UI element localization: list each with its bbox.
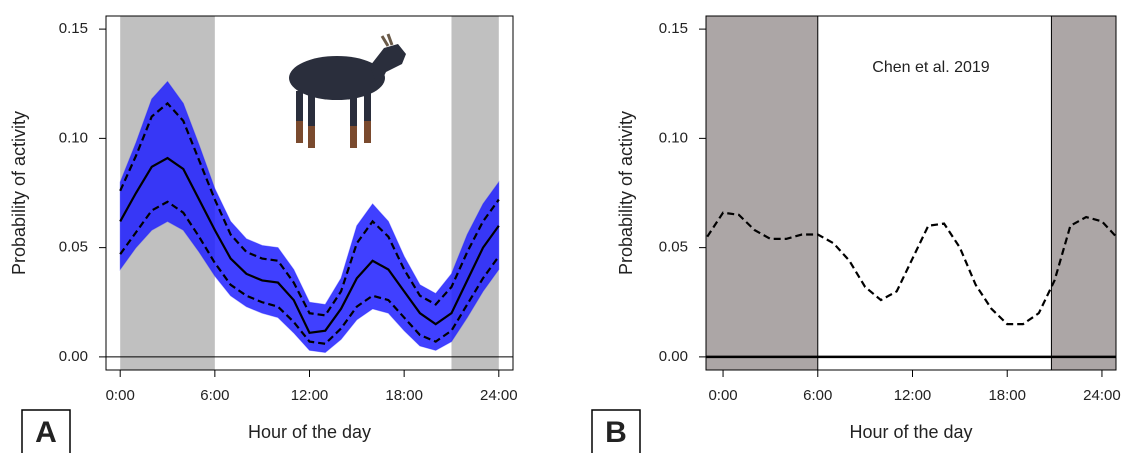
y-tick-label: 0.10 xyxy=(659,129,688,146)
dashed-line xyxy=(119,200,500,345)
x-tick-label: 12:00 xyxy=(291,387,329,404)
goat-illustration xyxy=(289,33,406,148)
y-tick-label: 0.05 xyxy=(659,239,688,256)
y-tick-label: 0.15 xyxy=(659,20,688,37)
plot-frame xyxy=(705,15,1117,371)
y-tick-label: 0.10 xyxy=(59,129,88,146)
y-axis-title: Probability of activity xyxy=(9,111,29,275)
x-tick-label: 6:00 xyxy=(200,387,229,404)
night-shade xyxy=(705,15,819,371)
panel-label-box xyxy=(21,409,71,453)
dashed-line xyxy=(119,101,500,317)
x-tick-label: 12:00 xyxy=(894,387,932,404)
x-tick-label: 0:00 xyxy=(708,387,737,404)
x-tick-label: 0:00 xyxy=(106,387,135,404)
y-tick-label: 0.05 xyxy=(59,239,88,256)
dashed-line xyxy=(706,211,1117,326)
x-axis-title: Hour of the day xyxy=(248,422,371,442)
annotation: Chen et al. 2019 xyxy=(872,59,990,76)
x-tick-label: 24:00 xyxy=(1083,387,1121,404)
y-axis-title: Probability of activity xyxy=(616,111,636,275)
x-tick-label: 6:00 xyxy=(803,387,832,404)
y-tick-label: 0.00 xyxy=(59,348,88,365)
y-tick-label: 0.00 xyxy=(659,348,688,365)
x-tick-label: 18:00 xyxy=(385,387,423,404)
x-tick-label: 18:00 xyxy=(988,387,1026,404)
panel-label: B xyxy=(605,416,627,449)
mean-line xyxy=(119,156,500,335)
panel-label: A xyxy=(35,416,57,449)
x-axis-title: Hour of the day xyxy=(849,422,972,442)
y-tick-label: 0.15 xyxy=(59,20,88,37)
bootstrap-band xyxy=(119,80,500,354)
night-shade xyxy=(1050,15,1117,371)
x-tick-label: 24:00 xyxy=(480,387,518,404)
panel-label-box xyxy=(591,409,641,453)
